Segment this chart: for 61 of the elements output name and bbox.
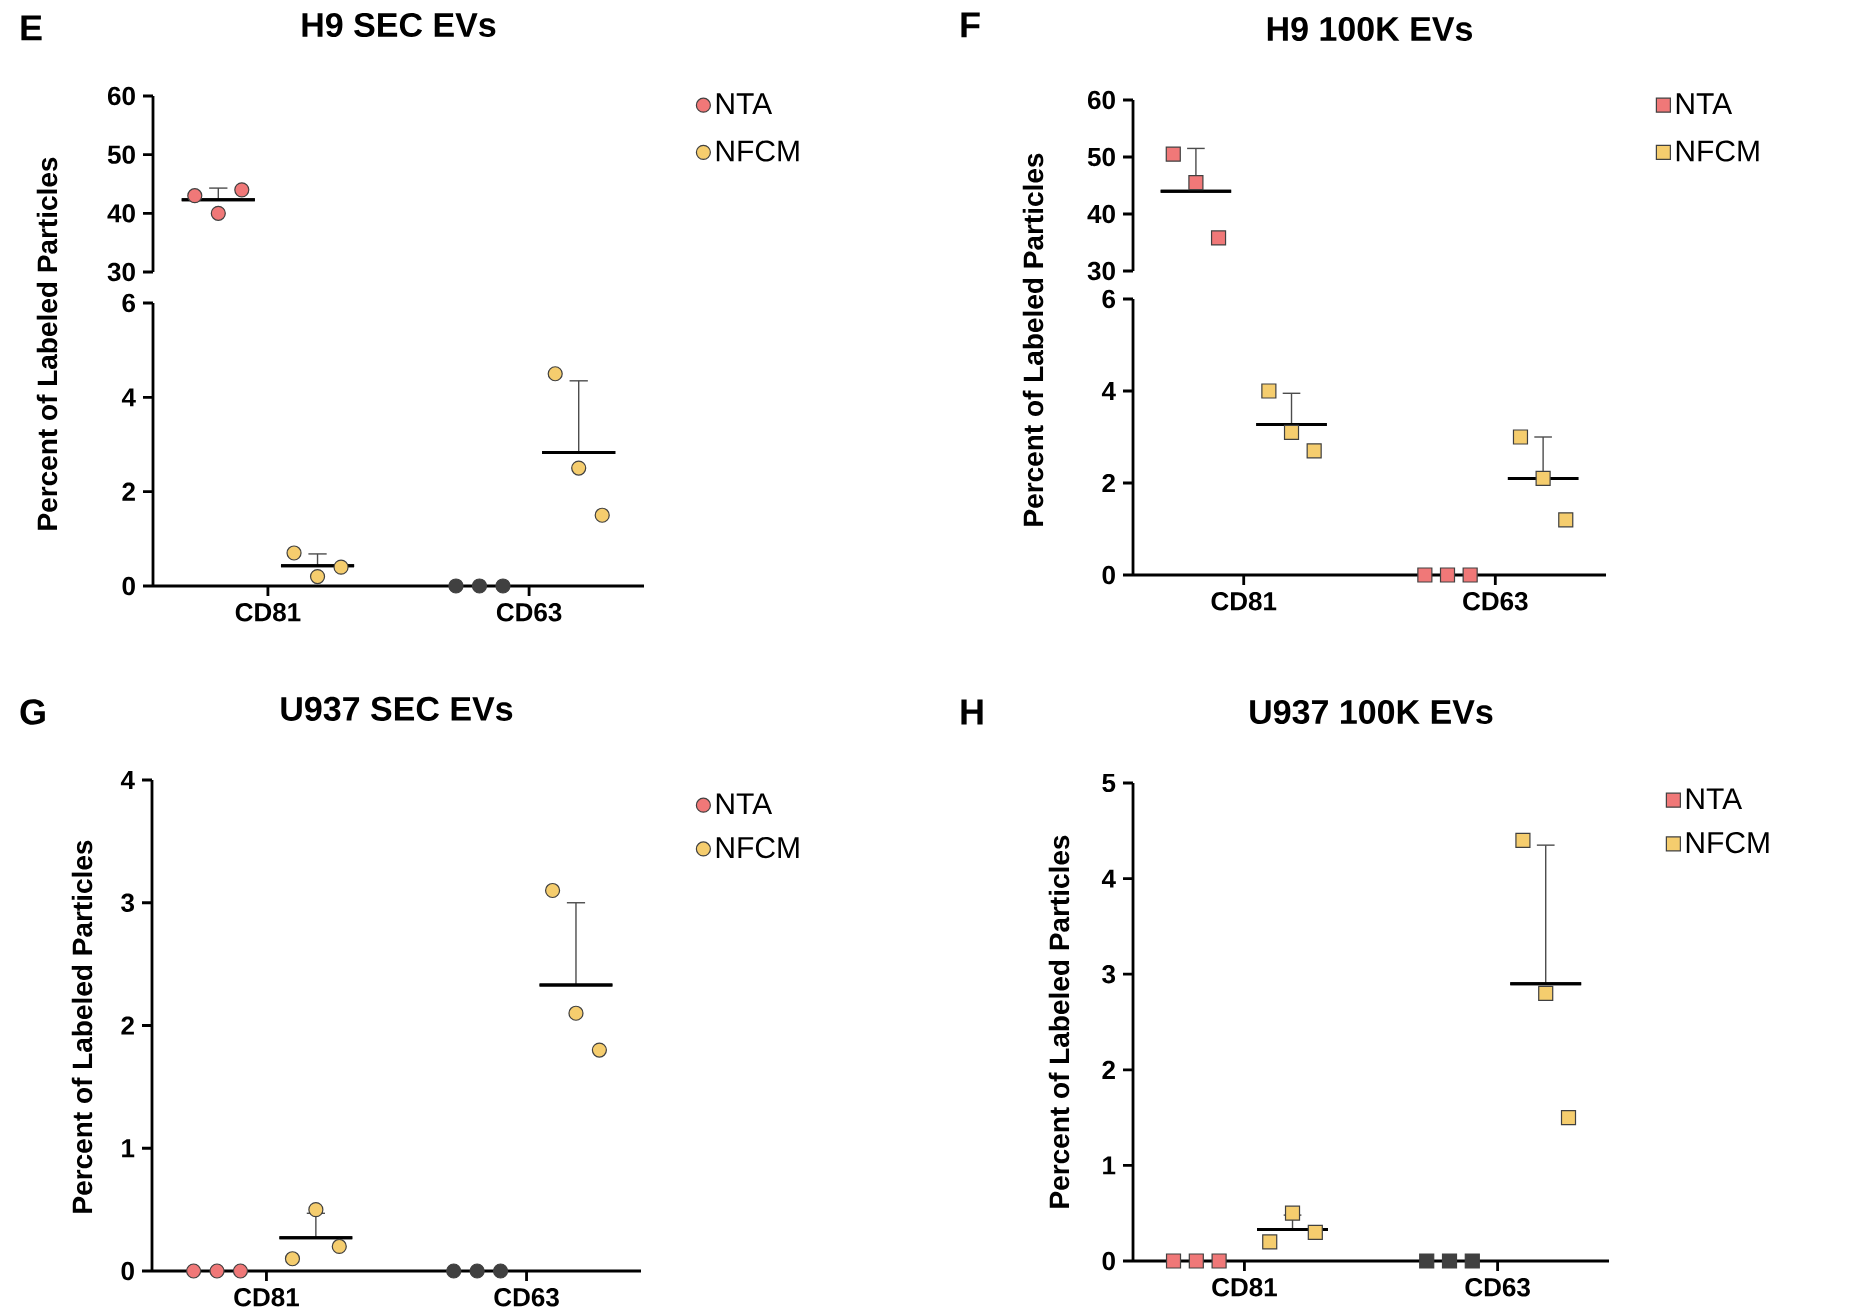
y-tick-label: 0: [122, 576, 135, 596]
legend-label: NFCM: [716, 140, 799, 162]
y-tick-label: 30: [1087, 261, 1115, 281]
y-tick-label: 60: [1087, 90, 1115, 110]
point: [1188, 175, 1204, 191]
point: [187, 188, 203, 204]
y-tick-label: 0: [121, 1261, 134, 1281]
chart-title: H9 100K EVs: [1267, 16, 1472, 41]
y-tick-label: 3: [121, 893, 135, 912]
text: E: [21, 15, 42, 41]
chart-title: U937 SEC EVs: [281, 696, 513, 721]
y-tick-label: 2: [1102, 1060, 1115, 1079]
y-tick-label: 1: [122, 1139, 135, 1158]
chart-title: U937 100K EVs: [1250, 699, 1493, 724]
legend-label: NTA: [1686, 788, 1743, 809]
y-axis-title: Percent of Labeled Particles: [71, 840, 93, 1213]
text: F: [961, 12, 980, 38]
y-tick-label: 30: [107, 262, 135, 282]
x-tick-label: CD63: [1465, 1278, 1530, 1297]
y-tick-label: 60: [107, 86, 135, 106]
x-tick-label: CD81: [1212, 1278, 1277, 1297]
y-tick-label: 3: [1102, 964, 1116, 984]
text: G: [20, 699, 45, 725]
y-tick-label: 4: [121, 388, 136, 407]
y-tick-label: 50: [1087, 147, 1115, 167]
y-tick-label: 6: [122, 293, 136, 313]
y-tick-label: 4: [1101, 382, 1116, 400]
y-tick-label: 40: [107, 204, 135, 223]
x-tick-label: CD81: [234, 1288, 299, 1307]
legend-label: NTA: [716, 93, 773, 114]
y-axis-title: Percent of Labeled Particles: [1048, 835, 1070, 1208]
x-tick-label: CD63: [496, 603, 562, 622]
point: [234, 182, 250, 198]
y-tick-label: 5: [1102, 773, 1116, 793]
y-tick-label: 0: [1102, 565, 1115, 585]
y-tick-label: 4: [1101, 869, 1116, 888]
point: [210, 205, 226, 221]
legend-label: NTA: [1676, 93, 1733, 114]
point: [1165, 146, 1181, 162]
legend-label: NTA: [716, 793, 773, 815]
y-tick-label: 0: [1102, 1251, 1115, 1271]
x-tick-label: CD81: [235, 603, 301, 622]
y-tick-label: 50: [107, 145, 135, 164]
y-axis-title: Percent of Labeled Particles: [1022, 153, 1044, 526]
y-tick-label: 1: [1103, 1156, 1116, 1175]
y-axis-title: Percent of Labeled Particles: [36, 157, 58, 530]
x-tick-label: CD63: [1463, 592, 1528, 611]
legend-label: NFCM: [1676, 140, 1759, 162]
y-tick-label: 2: [122, 482, 135, 501]
legend-label: NFCM: [1686, 831, 1769, 854]
y-tick-label: 6: [1102, 289, 1116, 309]
y-tick-label: 2: [121, 1016, 134, 1035]
y-tick-label: 2: [1102, 473, 1115, 493]
x-tick-label: CD81: [1211, 592, 1277, 611]
x-tick-label: CD63: [494, 1288, 559, 1307]
y-tick-label: 4: [120, 771, 135, 789]
y-tick-label: 40: [1087, 204, 1115, 224]
text: H: [961, 699, 983, 725]
legend-label: NFCM: [716, 836, 799, 859]
point: [1210, 230, 1227, 246]
chart-title: H9 SEC EVs: [302, 12, 496, 37]
